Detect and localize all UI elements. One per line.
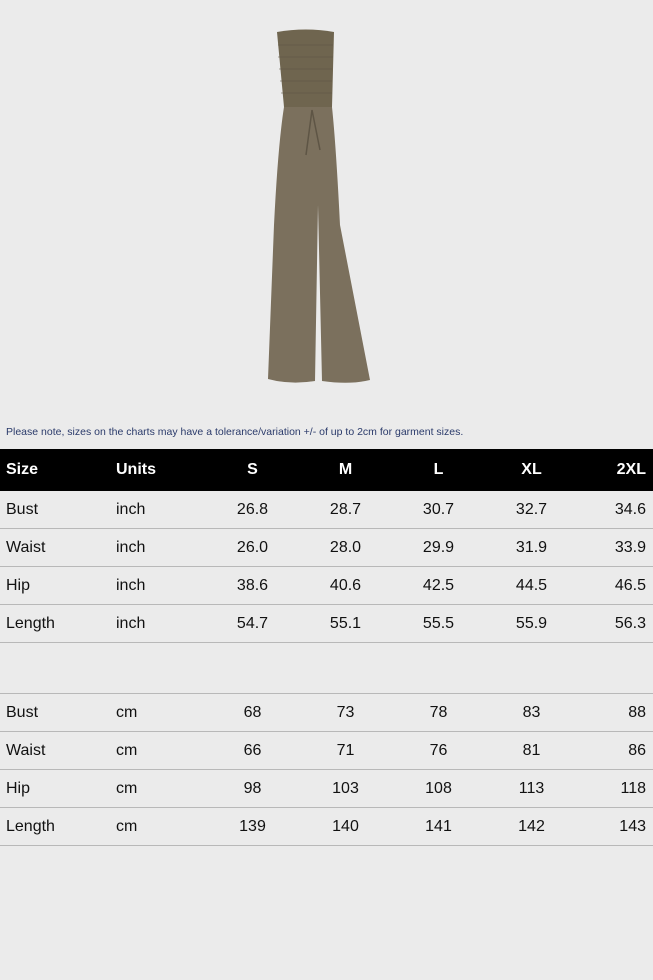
table-row: Bust cm 68 73 78 83 88 xyxy=(0,693,653,732)
jumpsuit-top xyxy=(277,29,334,107)
table-cell: inch xyxy=(116,566,206,605)
table-cell: 143 xyxy=(578,807,653,846)
header-cell: M xyxy=(299,449,392,491)
table-cell: 40.6 xyxy=(299,566,392,605)
table-cell: Hip xyxy=(0,769,116,808)
table-cell: 86 xyxy=(578,731,653,770)
table-cell: Bust xyxy=(0,693,116,732)
size-table-cm: Bust cm 68 73 78 83 88 Waist cm 66 71 76 81 86 Hip cm 98… xyxy=(0,693,653,846)
table-cell: 108 xyxy=(392,769,485,808)
size-table-inch: Size Units S M L XL 2XL Bust inch 26.8 28.7 30.7 32… xyxy=(0,449,653,643)
table-cell: 56.3 xyxy=(578,604,653,643)
table-cell: Length xyxy=(0,604,116,643)
table-cell: cm xyxy=(116,807,206,846)
table-cell: inch xyxy=(116,528,206,567)
table-cell: 44.5 xyxy=(485,566,578,605)
table-cell: cm xyxy=(116,693,206,732)
table-cell: 88 xyxy=(578,693,653,732)
table-cell: 55.1 xyxy=(299,604,392,643)
table-cell: inch xyxy=(116,491,206,529)
table-row: Waist cm 66 71 76 81 86 xyxy=(0,731,653,770)
table-cell: cm xyxy=(116,769,206,808)
table-cell: 34.6 xyxy=(578,491,653,529)
header-cell: XL xyxy=(485,449,578,491)
table-cell: 73 xyxy=(299,693,392,732)
table-cell: 81 xyxy=(485,731,578,770)
table-cell: 68 xyxy=(206,693,299,732)
table-cell: 31.9 xyxy=(485,528,578,567)
header-cell: Units xyxy=(116,449,206,491)
table-cell: 28.7 xyxy=(299,491,392,529)
jumpsuit-pants xyxy=(268,107,370,383)
table-cell: Bust xyxy=(0,491,116,529)
table-cell: 66 xyxy=(206,731,299,770)
table-row: Hip cm 98 103 108 113 118 xyxy=(0,769,653,808)
table-cell: 38.6 xyxy=(206,566,299,605)
table-cell: 141 xyxy=(392,807,485,846)
header-cell: S xyxy=(206,449,299,491)
table-cell: Waist xyxy=(0,528,116,567)
table-cell: 55.9 xyxy=(485,604,578,643)
table-row: Bust inch 26.8 28.7 30.7 32.7 34.6 xyxy=(0,491,653,529)
table-cell: Length xyxy=(0,807,116,846)
table-cell: 76 xyxy=(392,731,485,770)
header-cell: 2XL xyxy=(578,449,653,491)
table-row: Length cm 139 140 141 142 143 xyxy=(0,807,653,846)
table-cell: 78 xyxy=(392,693,485,732)
table-cell: 54.7 xyxy=(206,604,299,643)
table-cell: 29.9 xyxy=(392,528,485,567)
header-cell: L xyxy=(392,449,485,491)
table-cell: 46.5 xyxy=(578,566,653,605)
table-row: Hip inch 38.6 40.6 42.5 44.5 46.5 xyxy=(0,566,653,605)
table-row: Length inch 54.7 55.1 55.5 55.9 56.3 xyxy=(0,604,653,643)
table-row: Waist inch 26.0 28.0 29.9 31.9 33.9 xyxy=(0,528,653,567)
table-cell: 103 xyxy=(299,769,392,808)
table-cell: 33.9 xyxy=(578,528,653,567)
table-cell: 71 xyxy=(299,731,392,770)
table-cell: Waist xyxy=(0,731,116,770)
table-cell: 83 xyxy=(485,693,578,732)
table-cell: cm xyxy=(116,731,206,770)
table-cell: 28.0 xyxy=(299,528,392,567)
table-cell: 26.8 xyxy=(206,491,299,529)
table-cell: 98 xyxy=(206,769,299,808)
table-cell: 30.7 xyxy=(392,491,485,529)
table-header-row: Size Units S M L XL 2XL xyxy=(0,449,653,491)
table-cell: 26.0 xyxy=(206,528,299,567)
table-cell: 113 xyxy=(485,769,578,808)
table-cell: 118 xyxy=(578,769,653,808)
table-cell: 32.7 xyxy=(485,491,578,529)
table-cell: inch xyxy=(116,604,206,643)
header-cell: Size xyxy=(0,449,116,491)
table-cell: 55.5 xyxy=(392,604,485,643)
product-image xyxy=(268,29,370,383)
table-cell: 42.5 xyxy=(392,566,485,605)
table-cell: 142 xyxy=(485,807,578,846)
table-cell: Hip xyxy=(0,566,116,605)
tolerance-note: Please note, sizes on the charts may hav… xyxy=(6,426,464,438)
table-cell: 139 xyxy=(206,807,299,846)
table-cell: 140 xyxy=(299,807,392,846)
